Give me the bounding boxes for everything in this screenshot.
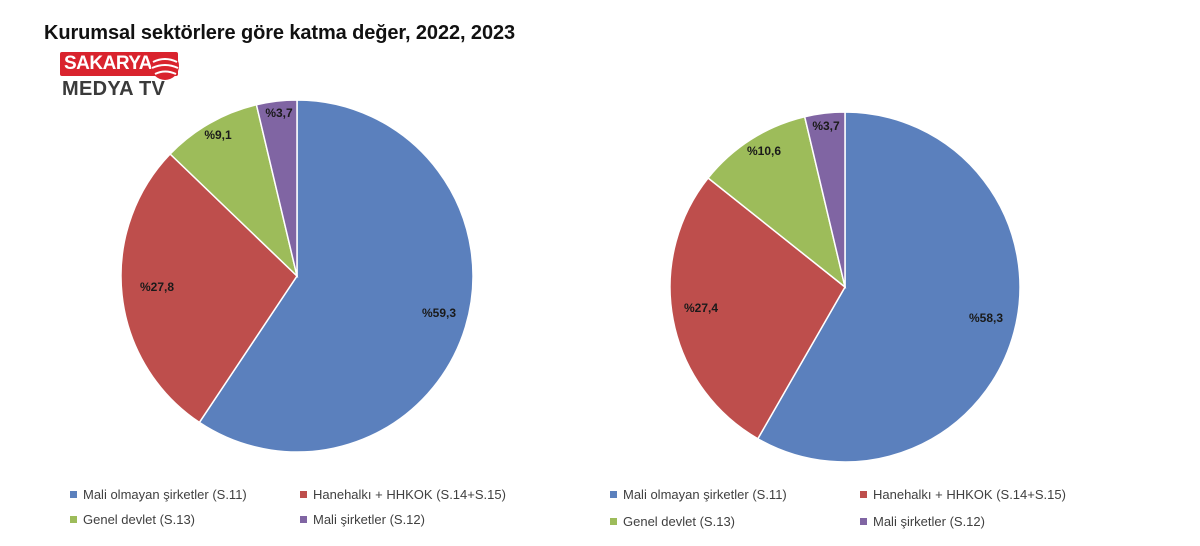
- data-label: %58,3: [969, 311, 1003, 325]
- legend-swatch: [610, 518, 617, 525]
- pie-slice: [707, 115, 847, 289]
- data-label: %10,6: [747, 144, 781, 158]
- pie-slice: [198, 99, 474, 453]
- pie-slice: [255, 99, 298, 277]
- legend-item: Mali şirketler (S.12): [860, 514, 985, 529]
- pie-slice: [669, 176, 846, 440]
- data-label: %9,1: [204, 128, 232, 142]
- legend-item: Genel devlet (S.13): [610, 514, 735, 529]
- legend-swatch: [70, 516, 77, 523]
- pie-slice: [756, 111, 1021, 463]
- legend-label: Hanehalkı + HHKOK (S.14+S.15): [873, 487, 1066, 502]
- data-label: %27,4: [684, 301, 718, 315]
- legend-item: Mali şirketler (S.12): [300, 512, 425, 527]
- logo-subtitle: MEDYA TV: [62, 78, 166, 100]
- pie-slice: [120, 152, 298, 424]
- legend-item: Mali olmayan şirketler (S.11): [610, 487, 787, 502]
- legend-item: Hanehalkı + HHKOK (S.14+S.15): [300, 487, 506, 502]
- legend-swatch: [70, 491, 77, 498]
- legend-label: Genel devlet (S.13): [83, 512, 196, 527]
- legend-label: Mali olmayan şirketler (S.11): [623, 487, 787, 502]
- globe-icon: [151, 52, 179, 80]
- data-label: %27,8: [140, 280, 174, 294]
- legend-item: Genel devlet (S.13): [70, 512, 195, 527]
- pie-slice: [169, 103, 299, 279]
- pie-slice: [803, 111, 846, 288]
- legend-label: Mali şirketler (S.12): [313, 512, 425, 527]
- legend-label: Hanehalkı + HHKOK (S.14+S.15): [313, 487, 506, 502]
- page-title: Kurumsal sektörlere göre katma değer, 20…: [44, 22, 516, 44]
- legend-label: Mali şirketler (S.12): [873, 514, 985, 529]
- legend-swatch: [610, 491, 617, 498]
- legend-item: Hanehalkı + HHKOK (S.14+S.15): [860, 487, 1066, 502]
- legend-item: Mali olmayan şirketler (S.11): [70, 487, 247, 502]
- legend-label: Genel devlet (S.13): [623, 514, 736, 529]
- legend-label: Mali olmayan şirketler (S.11): [83, 487, 247, 502]
- legend-swatch: [860, 518, 867, 525]
- data-label: %59,3: [422, 306, 456, 320]
- legend-swatch: [300, 491, 307, 498]
- sakarya-medya-logo: SAKARYA MEDYA TV: [60, 50, 190, 102]
- legend-swatch: [860, 491, 867, 498]
- data-label: %3,7: [265, 106, 293, 120]
- data-label: %3,7: [812, 119, 840, 133]
- legend-swatch: [300, 516, 307, 523]
